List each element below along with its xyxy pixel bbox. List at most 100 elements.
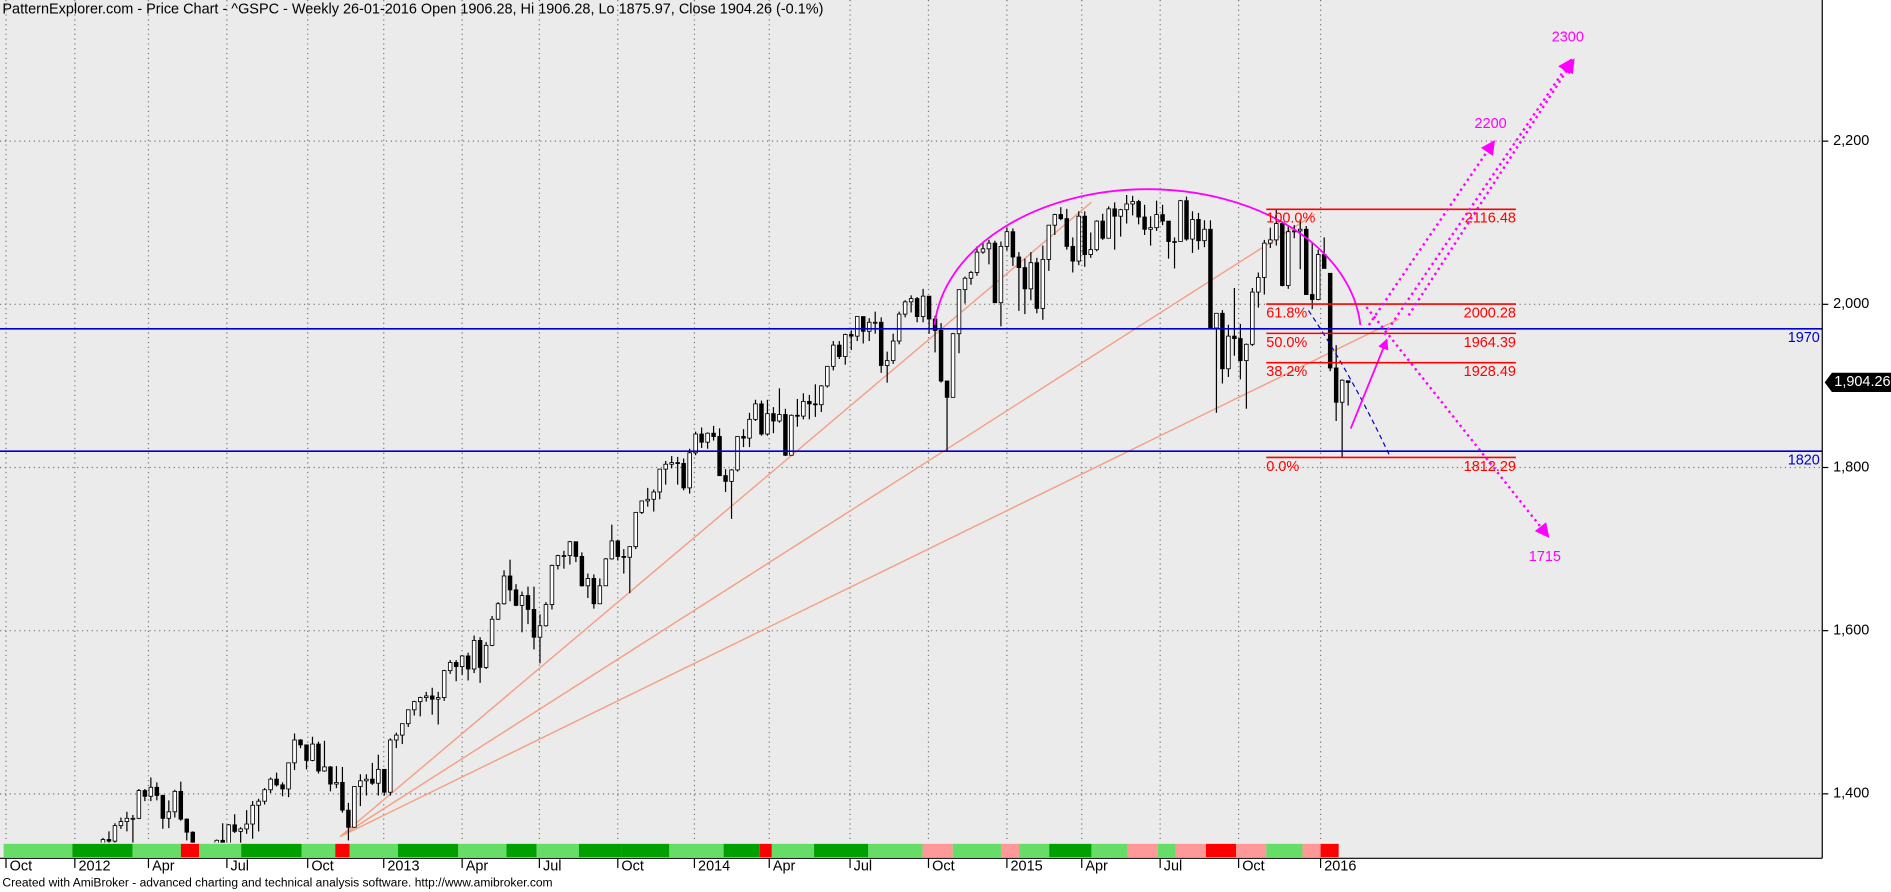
candle-body xyxy=(1333,367,1339,403)
candle-body xyxy=(244,823,249,830)
candle-body xyxy=(902,301,908,315)
candle-body xyxy=(555,555,561,566)
candle-body xyxy=(1250,291,1255,345)
footer: Created with AmiBroker - advanced charti… xyxy=(2,876,552,890)
x-tick-label: Apr xyxy=(466,859,489,875)
strip-segment xyxy=(669,843,724,858)
strip-segment xyxy=(1236,843,1267,858)
candle-body xyxy=(1010,231,1016,258)
candle-body xyxy=(298,739,303,746)
indicator-strip xyxy=(3,843,1339,858)
rounding-top-arc xyxy=(933,188,1362,326)
fib-ratio: 100.0% xyxy=(1266,211,1315,227)
x-tick-label: 2016 xyxy=(1324,859,1356,875)
candle-body xyxy=(543,604,549,627)
strip-segment xyxy=(1266,843,1303,858)
candle-body xyxy=(1298,228,1303,232)
candle-body xyxy=(280,784,285,790)
y-tick-label: 1,400 xyxy=(1833,786,1869,802)
candle-body xyxy=(1309,294,1315,300)
candle-body xyxy=(112,825,118,842)
candle-body xyxy=(100,839,106,843)
candle-body xyxy=(633,511,638,548)
fib-value: 2116.48 xyxy=(1465,211,1516,227)
candle-body xyxy=(1208,228,1213,329)
candle-body xyxy=(729,469,734,482)
candle-body xyxy=(591,578,597,605)
candle-body xyxy=(1106,208,1111,239)
candle-body xyxy=(1088,249,1093,255)
candle-body xyxy=(974,251,980,273)
candle-body xyxy=(184,818,190,833)
strip-segment xyxy=(1019,843,1050,858)
candle-body xyxy=(340,781,345,811)
candle-body xyxy=(1226,335,1231,370)
candle-body xyxy=(400,723,405,736)
candle-body xyxy=(950,333,956,398)
candle-body xyxy=(621,556,627,558)
candle-body xyxy=(1142,216,1147,230)
candle-body xyxy=(382,768,387,793)
candle-body xyxy=(477,640,483,668)
strip-segment xyxy=(814,843,869,858)
candle-body xyxy=(124,817,130,823)
candle-body xyxy=(861,316,866,332)
candle-body xyxy=(262,789,267,802)
candle-body xyxy=(370,778,375,784)
strip-segment xyxy=(349,843,398,858)
candle-body xyxy=(783,414,788,456)
candle-body xyxy=(693,433,698,454)
candle-body xyxy=(1196,219,1201,242)
candle-body xyxy=(890,340,896,362)
candle-body xyxy=(376,768,381,784)
candle-body xyxy=(238,828,243,832)
grid xyxy=(0,0,1823,843)
candle-body xyxy=(849,334,854,337)
strip-segment xyxy=(3,843,73,858)
candle-body xyxy=(190,831,195,843)
candle-body xyxy=(573,541,579,557)
target-label: 2300 xyxy=(1552,30,1584,46)
strip-segment xyxy=(1320,843,1339,858)
x-tick-label: Oct xyxy=(621,859,643,875)
x-tick-label: Apr xyxy=(1085,859,1108,875)
candle-body xyxy=(453,662,459,667)
candle-body xyxy=(1076,215,1081,262)
candles xyxy=(100,194,1351,843)
x-tick-label: Oct xyxy=(932,859,954,875)
candle-body xyxy=(172,790,178,813)
strip-segment xyxy=(578,843,622,858)
candle-body xyxy=(220,839,225,843)
candle-body xyxy=(1148,227,1153,230)
candle-body xyxy=(1262,242,1267,278)
candle-body xyxy=(268,778,273,791)
candle-body xyxy=(1004,231,1010,247)
strip-segment xyxy=(180,843,199,858)
candle-body xyxy=(447,662,453,672)
candle-body xyxy=(364,778,369,782)
candle-body xyxy=(669,462,674,465)
candle-body xyxy=(998,245,1004,304)
candle-body xyxy=(1154,214,1159,229)
fan-line xyxy=(339,213,1315,838)
candle-body xyxy=(1166,220,1171,242)
candle-body xyxy=(1064,218,1070,247)
strip-segment xyxy=(1175,843,1206,858)
candle-body xyxy=(603,558,609,587)
candle-body xyxy=(681,462,686,489)
x-tick-label: 2015 xyxy=(1011,859,1043,875)
x-tick-label: Jul xyxy=(543,859,561,875)
candle-body xyxy=(579,556,585,587)
candle-body xyxy=(807,400,812,405)
candle-body xyxy=(980,248,986,253)
candle-body xyxy=(316,743,321,772)
candle-body xyxy=(908,298,914,303)
candle-body xyxy=(1052,214,1058,226)
candle-body xyxy=(819,385,824,406)
candle-body xyxy=(944,380,950,398)
candle-body xyxy=(914,298,920,317)
candle-body xyxy=(507,575,513,591)
candle-body xyxy=(723,475,728,482)
strip-segment xyxy=(723,843,760,858)
